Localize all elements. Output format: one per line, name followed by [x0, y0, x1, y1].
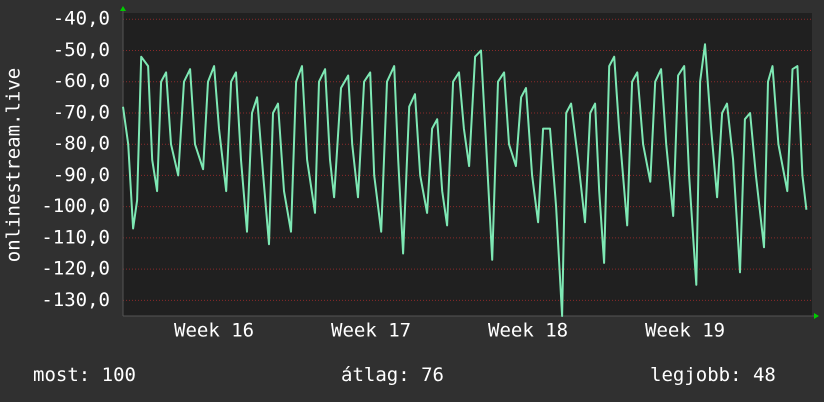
stat-label: legjobb:: [650, 364, 742, 386]
footer-stat: átlag: 76: [341, 364, 444, 386]
x-tick-label: Week 19: [645, 320, 725, 342]
y-tick-label: -80,0: [53, 133, 110, 155]
y-tick-label: -70,0: [53, 101, 110, 123]
axis-arrow: [120, 6, 126, 11]
footer-stat: legjobb: 48: [650, 364, 776, 386]
y-tick-label: -50,0: [53, 39, 110, 61]
y-axis-title: onlinestream.live: [3, 68, 25, 262]
stat-value: 76: [421, 364, 444, 386]
axis-arrow: [814, 313, 819, 319]
data-line: [122, 43, 808, 317]
y-tick-label: -100,0: [41, 195, 110, 217]
y-tick-label: -110,0: [41, 226, 110, 248]
stat-value: 100: [102, 364, 136, 386]
y-tick-label: -90,0: [53, 164, 110, 186]
y-tick-label: -60,0: [53, 70, 110, 92]
stat-label: átlag:: [341, 364, 410, 386]
x-tick-label: Week 18: [488, 320, 568, 342]
y-tick-label: -130,0: [41, 289, 110, 311]
x-tick-label: Week 17: [331, 320, 411, 342]
plot-area: [123, 13, 812, 316]
y-tick-label: -40,0: [53, 8, 110, 30]
stat-label: most:: [33, 364, 90, 386]
footer: most: 100 átlag: 76 legjobb: 48: [33, 364, 776, 386]
stat-value: 48: [753, 364, 776, 386]
y-tick-label: -120,0: [41, 258, 110, 280]
footer-stat: most: 100: [33, 364, 136, 386]
x-tick-label: Week 16: [174, 320, 254, 342]
